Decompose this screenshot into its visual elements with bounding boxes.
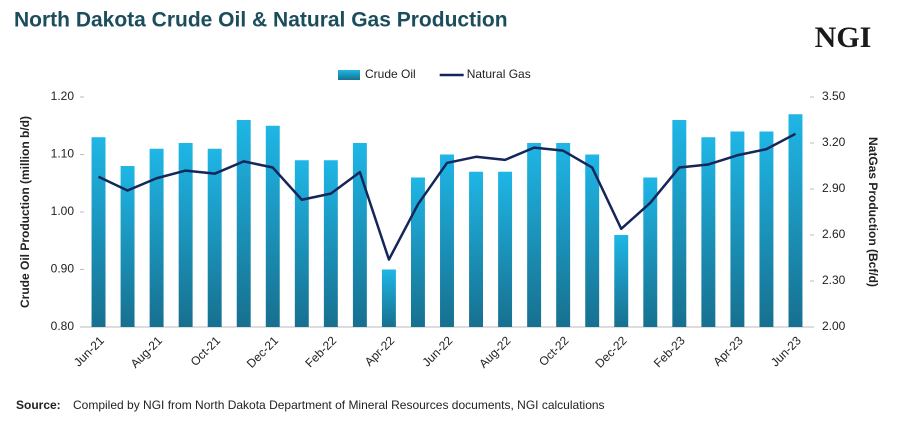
y2-tick-label: 2.00 [822, 319, 846, 333]
bar [120, 166, 135, 327]
y-axis-title: Crude Oil Production (million b/d) [18, 116, 32, 308]
y2-tick-label: 2.30 [822, 273, 846, 287]
bar [469, 171, 484, 327]
y-tick-label: 0.90 [51, 262, 75, 276]
x-tick-label: Apr-23 [710, 333, 746, 369]
bar [207, 148, 222, 327]
bar [265, 125, 280, 327]
x-tick-label: Feb-22 [302, 333, 339, 370]
y2-tick-label: 2.60 [822, 227, 846, 241]
bar [440, 154, 454, 327]
line [97, 132, 797, 261]
bar [236, 120, 251, 327]
bar [759, 131, 774, 327]
bar [294, 160, 309, 327]
x-tick-label: Aug-22 [476, 333, 513, 370]
source-text: Compiled by NGI from North Dakota Depart… [73, 398, 605, 412]
bar [614, 235, 629, 327]
y-tick-label: 0.80 [51, 319, 75, 333]
y2-tick-label: 3.50 [822, 89, 846, 103]
bar [672, 120, 687, 327]
chart-title: North Dakota Crude Oil & Natural Gas Pro… [14, 9, 508, 32]
y2-axis-title: NatGas Production (Bcf/d) [866, 137, 880, 287]
x-tick-label: Feb-23 [651, 333, 688, 370]
x-tick-label: Dec-21 [244, 333, 281, 370]
source-label: Source: [16, 398, 61, 412]
bar [788, 114, 803, 327]
x-tick-label: Jun-22 [420, 333, 456, 369]
bar [178, 143, 193, 327]
bar [701, 137, 716, 327]
x-tick-label: Dec-22 [592, 333, 629, 370]
bar [556, 143, 571, 327]
bar [323, 160, 338, 327]
x-tick-label: Jun-23 [768, 333, 804, 369]
bar [730, 131, 745, 327]
y2-tick-label: 2.90 [822, 181, 846, 195]
y2-tick-label: 3.20 [822, 135, 846, 149]
x-tick-label: Apr-22 [362, 333, 398, 369]
bar [585, 154, 600, 327]
bar [410, 177, 425, 327]
bar [91, 137, 106, 327]
bar [381, 269, 396, 327]
x-tick-label: Oct-22 [536, 333, 572, 369]
bar [149, 148, 164, 327]
y-tick-label: 1.10 [51, 147, 75, 161]
legend-label: Natural Gas [467, 67, 531, 81]
legend-label: Crude Oil [365, 67, 416, 81]
bar [352, 143, 367, 327]
x-tick-label: Oct-21 [188, 333, 224, 369]
x-tick-label: Jun-21 [71, 333, 107, 369]
legend-swatch [338, 70, 360, 80]
bar [643, 177, 658, 327]
y-tick-label: 1.20 [51, 89, 75, 103]
y-tick-label: 1.00 [51, 204, 75, 218]
bar [498, 171, 513, 327]
logo: NGI [815, 21, 872, 54]
x-tick-label: Aug-21 [128, 333, 165, 370]
bar [527, 143, 542, 327]
